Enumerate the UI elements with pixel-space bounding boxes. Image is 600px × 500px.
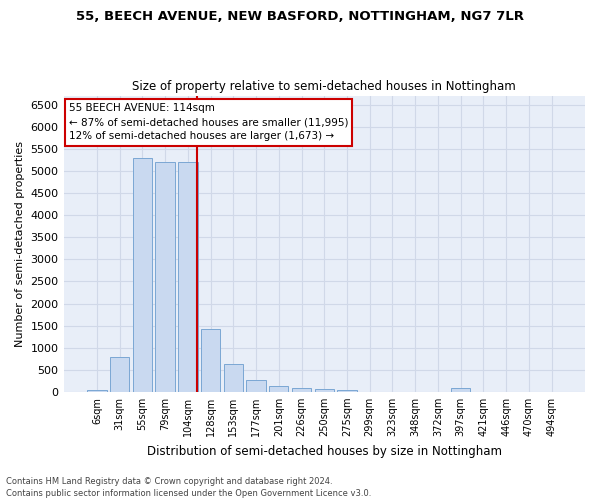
Bar bbox=[247, 380, 266, 392]
Bar bbox=[451, 388, 470, 392]
Bar bbox=[110, 357, 130, 392]
Text: 55 BEECH AVENUE: 114sqm
← 87% of semi-detached houses are smaller (11,995)
12% o: 55 BEECH AVENUE: 114sqm ← 87% of semi-de… bbox=[69, 104, 348, 142]
Y-axis label: Number of semi-detached properties: Number of semi-detached properties bbox=[15, 141, 25, 347]
Bar bbox=[201, 329, 220, 392]
Bar bbox=[133, 158, 152, 392]
Text: 55, BEECH AVENUE, NEW BASFORD, NOTTINGHAM, NG7 7LR: 55, BEECH AVENUE, NEW BASFORD, NOTTINGHA… bbox=[76, 10, 524, 23]
Bar bbox=[224, 364, 243, 392]
Bar bbox=[155, 162, 175, 392]
Bar bbox=[178, 162, 197, 392]
Title: Size of property relative to semi-detached houses in Nottingham: Size of property relative to semi-detach… bbox=[133, 80, 516, 94]
Text: Contains HM Land Registry data © Crown copyright and database right 2024.
Contai: Contains HM Land Registry data © Crown c… bbox=[6, 476, 371, 498]
Bar bbox=[314, 388, 334, 392]
Bar bbox=[292, 388, 311, 392]
Bar bbox=[337, 390, 356, 392]
Bar bbox=[87, 390, 107, 392]
X-axis label: Distribution of semi-detached houses by size in Nottingham: Distribution of semi-detached houses by … bbox=[147, 444, 502, 458]
Bar bbox=[269, 386, 289, 392]
